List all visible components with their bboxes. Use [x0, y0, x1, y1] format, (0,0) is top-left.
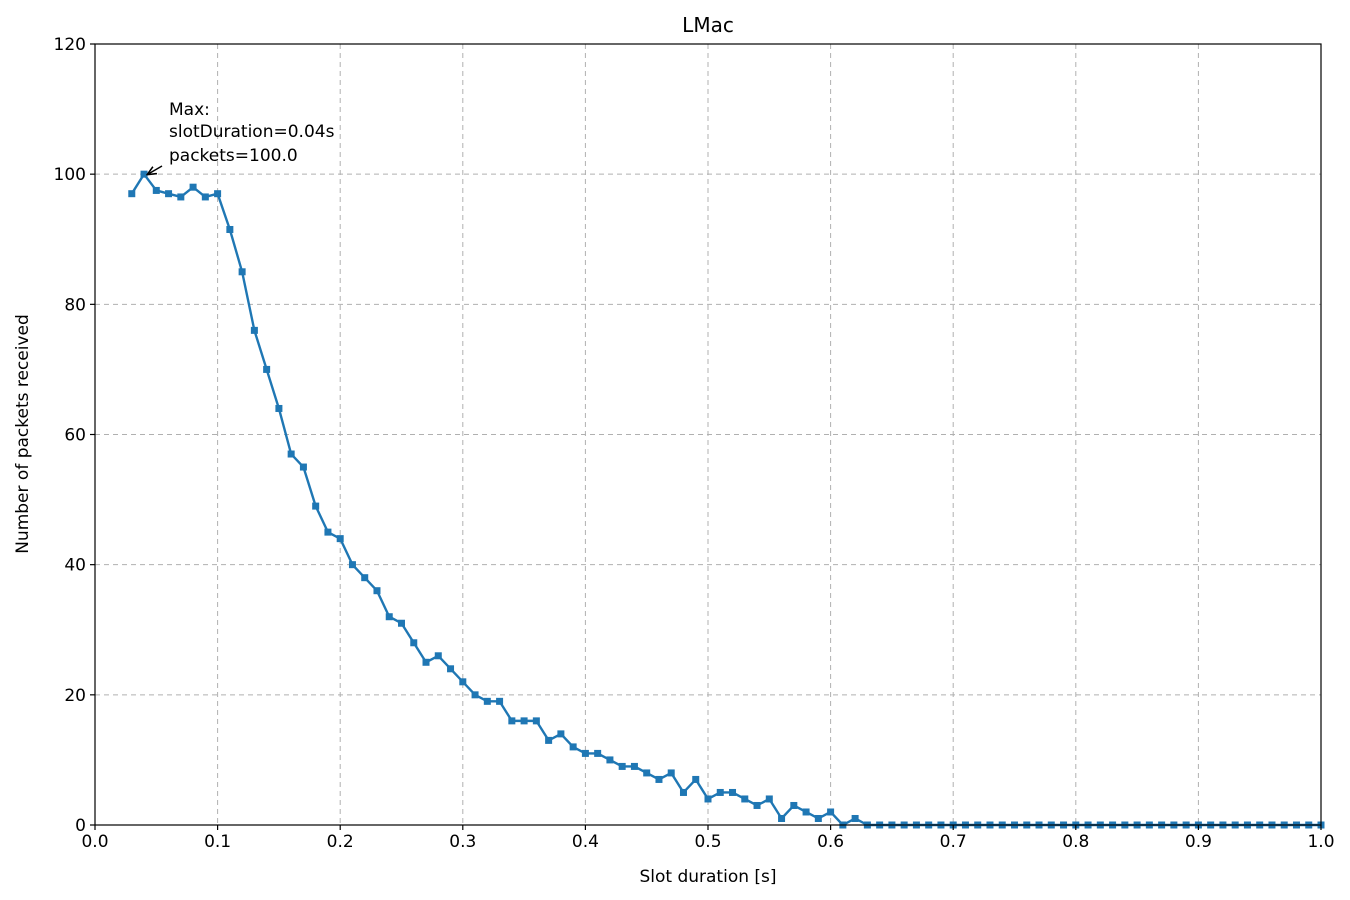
data-point	[422, 658, 430, 666]
data-point	[471, 691, 479, 699]
data-point	[716, 788, 724, 796]
data-point	[778, 814, 786, 822]
data-point	[447, 665, 455, 673]
x-tick-label: 1.0	[1307, 832, 1334, 852]
y-tick-label: 0	[75, 816, 86, 836]
data-point	[373, 587, 381, 595]
data-point	[729, 788, 737, 796]
data-point	[177, 193, 185, 201]
data-point	[348, 561, 356, 569]
data-point	[802, 808, 810, 816]
data-point	[606, 756, 614, 764]
annotation-line-3: packets=100.0	[169, 146, 298, 166]
data-point	[827, 808, 835, 816]
axis-ticks: 0.0 0.1 0.2 0.3 0.4 0.5 0.6 0.7 0.8 0.9 1.0 0 20 40 60…	[54, 35, 1335, 852]
y-tick-label: 120	[54, 35, 86, 55]
data-point	[250, 326, 258, 334]
data-point	[361, 574, 369, 582]
data-point	[618, 762, 626, 770]
data-point	[152, 186, 160, 194]
data-point	[214, 190, 222, 198]
x-tick-label: 0.3	[449, 832, 476, 852]
data-point	[692, 775, 700, 783]
max-annotation: Max: slotDuration=0.04s packets=100.0	[148, 100, 335, 174]
x-tick-label: 0.0	[81, 832, 108, 852]
data-point	[753, 801, 761, 809]
data-point	[508, 717, 516, 725]
x-tick-label: 0.5	[694, 832, 721, 852]
data-point	[189, 183, 197, 191]
series-line	[130, 172, 1321, 827]
x-tick-label: 0.9	[1185, 832, 1212, 852]
y-axis-label: Number of packets received	[13, 314, 33, 554]
data-point	[790, 801, 798, 809]
x-tick-label: 0.7	[940, 832, 967, 852]
x-tick-label: 0.8	[1062, 832, 1089, 852]
data-point	[557, 730, 565, 738]
data-point	[741, 795, 749, 803]
data-point	[201, 193, 209, 201]
chart-title: LMac	[682, 13, 734, 37]
x-tick-label: 0.6	[817, 832, 844, 852]
data-point	[594, 749, 602, 757]
y-tick-label: 80	[64, 295, 86, 315]
series-layer	[128, 170, 1325, 829]
x-axis-label: Slot duration [s]	[639, 867, 776, 887]
data-point	[275, 404, 283, 412]
data-point	[263, 365, 271, 373]
data-point	[385, 613, 393, 621]
data-point	[814, 814, 822, 822]
y-tick-label: 40	[64, 556, 86, 576]
y-tick-label: 20	[64, 686, 86, 706]
data-point	[128, 190, 136, 198]
data-point	[483, 697, 491, 705]
data-point	[398, 619, 405, 627]
data-point	[667, 769, 675, 777]
data-point	[496, 697, 504, 705]
data-point	[581, 749, 589, 757]
data-point	[324, 528, 332, 536]
annotation-arrow	[148, 165, 163, 174]
data-point	[765, 795, 773, 803]
data-point	[434, 652, 442, 660]
data-point	[238, 268, 246, 276]
data-point	[520, 717, 528, 725]
data-point	[459, 678, 467, 686]
data-point	[226, 225, 234, 233]
data-point	[851, 814, 859, 822]
data-point	[140, 170, 148, 178]
data-point	[704, 795, 712, 803]
data-point	[643, 769, 651, 777]
data-point	[287, 450, 295, 458]
data-point	[545, 736, 553, 744]
data-point	[532, 717, 540, 725]
y-tick-label: 100	[54, 165, 86, 185]
data-point	[299, 463, 307, 471]
data-point	[569, 743, 577, 751]
data-point	[336, 535, 344, 543]
x-tick-label: 0.4	[572, 832, 599, 852]
data-point	[165, 190, 173, 198]
annotation-line-2: slotDuration=0.04s	[169, 122, 335, 142]
data-point	[410, 639, 418, 647]
data-point	[630, 762, 638, 770]
x-tick-label: 0.2	[327, 832, 354, 852]
annotation-line-1: Max:	[169, 100, 210, 120]
data-point	[679, 788, 687, 796]
x-tick-label: 0.1	[204, 832, 231, 852]
data-point	[312, 502, 320, 510]
data-point	[655, 775, 663, 783]
y-tick-label: 60	[64, 426, 86, 446]
